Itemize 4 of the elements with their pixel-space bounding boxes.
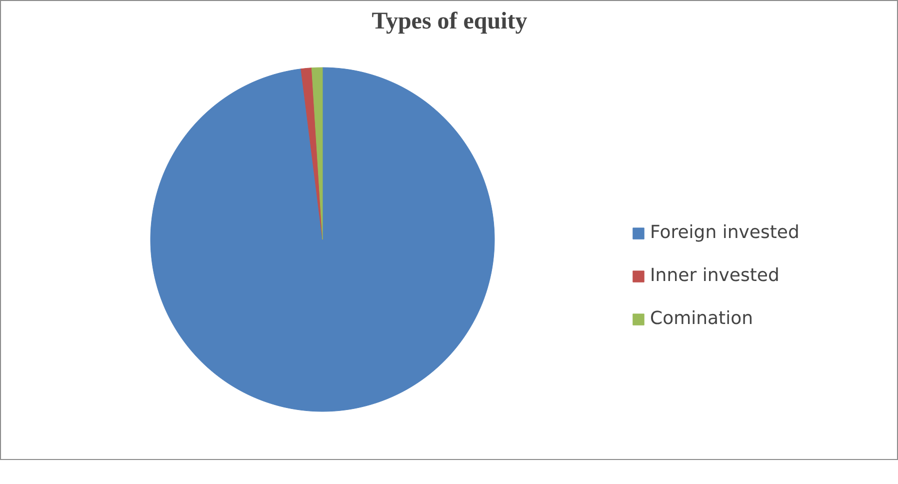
legend-label: Inner invested xyxy=(650,265,780,286)
legend-label: Comination xyxy=(650,308,754,329)
legend-label: Foreign invested xyxy=(650,222,800,243)
chart-title: Types of equity xyxy=(372,8,528,34)
